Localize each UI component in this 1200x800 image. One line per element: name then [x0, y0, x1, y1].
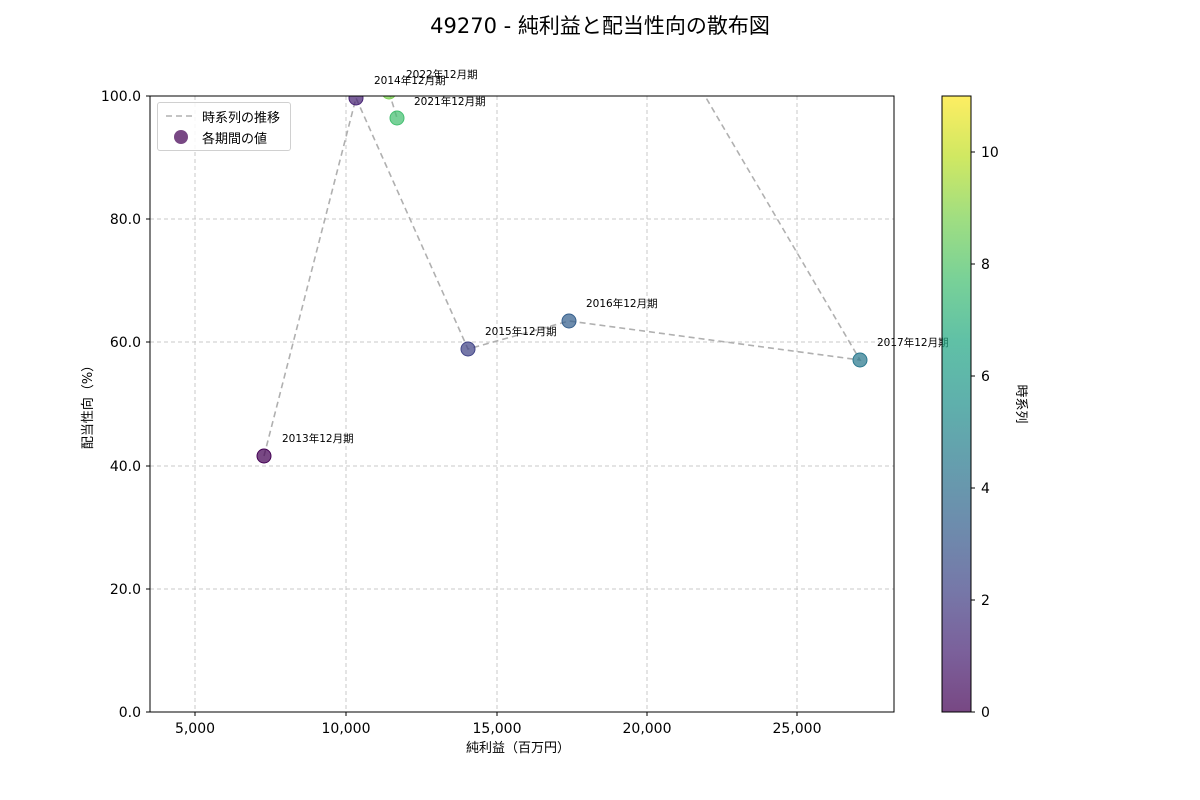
annotation-2022: 2022年12月期 [406, 68, 478, 81]
y-axis-label: 配当性向（%） [80, 359, 96, 449]
colorbar [941, 95, 972, 713]
annotation-2015: 2015年12月期 [485, 325, 557, 338]
legend-line-label: 時系列の推移 [202, 110, 281, 126]
x-tick: 15,000 [473, 721, 522, 737]
colorbar-ticks [971, 151, 975, 713]
circle-marker-icon [174, 130, 188, 144]
point-2016 [561, 313, 577, 329]
y-tick: 80.0 [110, 212, 141, 228]
colorbar-tick: 6 [981, 369, 990, 385]
colorbar-tick: 8 [981, 257, 990, 273]
plot-frame [149, 95, 895, 713]
x-tick: 20,000 [623, 721, 672, 737]
chart-title: 49270 - 純利益と配当性向の散布図 [430, 14, 770, 38]
grid-lines [150, 96, 894, 712]
x-tick: 5,000 [175, 721, 215, 737]
y-tick: 60.0 [110, 335, 141, 351]
point-2015 [460, 341, 476, 357]
y-tick: 100.0 [101, 89, 141, 105]
legend: 時系列の推移 各期間の値 [157, 102, 291, 151]
colorbar-tick: 2 [981, 593, 990, 609]
x-tick: 25,000 [773, 721, 822, 737]
colorbar-tick: 4 [981, 481, 990, 497]
trend-line [263, 96, 862, 457]
annotation-2017: 2017年12月期 [877, 336, 949, 349]
y-tick: 40.0 [110, 459, 141, 475]
scatter-points [256, 96, 868, 464]
point-annotations: 2013年12月期 2014年12月期 2015年12月期 2016年12月期 … [282, 68, 949, 445]
y-tick: 20.0 [110, 582, 141, 598]
annotation-2013: 2013年12月期 [282, 432, 354, 445]
point-2017 [852, 352, 868, 368]
point-2022 [382, 96, 396, 100]
annotation-2014: 2014年12月期 [374, 74, 446, 87]
colorbar-tick: 10 [981, 145, 999, 161]
y-tick: 0.0 [119, 705, 141, 721]
colorbar-label: 時系列 [1013, 384, 1028, 423]
legend-scatter-label: 各期間の値 [202, 131, 268, 147]
point-2021 [389, 110, 405, 126]
x-axis-label: 純利益（百万円） [466, 741, 570, 756]
annotation-2021: 2021年12月期 [414, 95, 486, 108]
point-2014 [348, 96, 364, 106]
x-tick: 10,000 [322, 721, 371, 737]
annotation-2016: 2016年12月期 [586, 297, 658, 310]
point-2013 [256, 448, 272, 464]
colorbar-tick: 0 [981, 705, 990, 721]
dashed-line-icon [166, 115, 196, 117]
